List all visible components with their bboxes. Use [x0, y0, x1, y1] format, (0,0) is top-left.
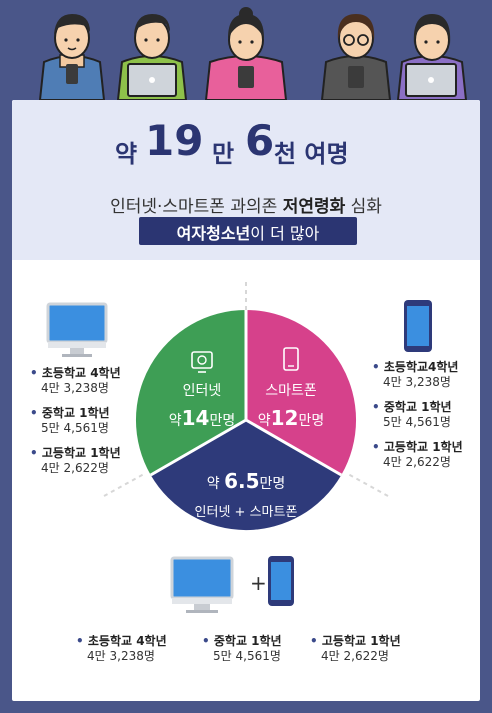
- subtitle: 인터넷·스마트폰 과의존 저연령화 심화: [12, 192, 480, 217]
- bottom-monitor-icon: [170, 556, 234, 613]
- person-1: [38, 14, 106, 101]
- guide-line-left: [103, 473, 145, 497]
- internet-number: 14: [182, 406, 210, 430]
- smartphone-unit: 만명: [298, 413, 324, 429]
- subtitle-bold: 저연령화: [282, 197, 346, 217]
- both-unit: 만명: [260, 476, 286, 492]
- internet-groups: • 초등학교 4학년 4만 3,238명 • 중학교 1학년 5만 4,561명 •…: [30, 366, 121, 476]
- highlight-banner: 여자청소년이 더 많아: [139, 217, 357, 245]
- headline-number-2: 6: [245, 116, 275, 165]
- smartphone-prefix: 약: [258, 413, 271, 429]
- internet-group-2: • 중학교 1학년 5만 4,561명: [30, 406, 110, 435]
- highlight-text: 여자청소년이 더 많아: [139, 220, 357, 244]
- both-value: 약 6.5만명: [207, 469, 286, 493]
- smartphone-icon: [283, 347, 299, 371]
- headline-suffix: 천 여명: [274, 140, 349, 168]
- smartphone-group-3: • 고등학교 1학년 4만 2,622명: [372, 440, 463, 469]
- smartphone-groups: • 초등학교4학년 4만 3,238명 • 중학교 1학년 5만 4,561명 • …: [372, 360, 463, 470]
- bottom-phone-icon: [268, 556, 294, 606]
- subtitle-part-1: 인터넷·스마트폰 과의존: [110, 197, 283, 217]
- monitor-icon: [46, 302, 108, 357]
- top-illustration: [0, 0, 492, 101]
- person-4: [320, 14, 392, 101]
- headline-unit-1: 만: [212, 140, 235, 168]
- person-3: [204, 7, 288, 101]
- guide-line-right: [347, 473, 389, 497]
- both-group-3: • 고등학교 1학년 4만 2,622명: [310, 634, 401, 663]
- headline-prefix: 약: [115, 140, 138, 168]
- headline-panel: 약 19 만 6 천 여명 인터넷·스마트폰 과의존 저연령화 심화 여자청소년…: [12, 100, 480, 260]
- person-2: [116, 14, 188, 101]
- smartphone-number: 12: [271, 406, 299, 430]
- phone-icon: [404, 300, 432, 352]
- internet-value: 약14만명: [169, 406, 236, 430]
- smartphone-group-1: • 초등학교4학년 4만 3,238명: [372, 360, 459, 389]
- internet-unit: 만명: [209, 413, 235, 429]
- smartphone-value: 약12만명: [258, 406, 325, 430]
- smartphone-group-2: • 중학교 1학년 5만 4,561명: [372, 400, 452, 429]
- subtitle-part-2: 심화: [345, 197, 382, 217]
- internet-icon: [191, 351, 213, 373]
- content-card: 약 19 만 6 천 여명 인터넷·스마트폰 과의존 저연령화 심화 여자청소년…: [12, 100, 480, 701]
- internet-group-1: • 초등학교 4학년 4만 3,238명: [30, 366, 121, 395]
- internet-label: 인터넷: [183, 383, 222, 399]
- both-label: 인터넷 + 스마트폰: [195, 505, 298, 520]
- both-group-2: • 중학교 1학년 5만 4,561명: [202, 634, 282, 663]
- person-5: [396, 14, 468, 101]
- highlight-bold: 여자청소년: [176, 224, 251, 243]
- both-group-1: • 초등학교 4학년 4만 3,238명: [76, 634, 167, 663]
- pie-diagram: 인터넷 약14만명 스마트폰 약12만명 약 6.5만명 인터넷 + 스마트폰: [46, 282, 432, 613]
- internet-group-3: • 고등학교 1학년 4만 2,622명: [30, 446, 121, 475]
- both-number: 6.5: [224, 469, 259, 493]
- people-illustration: [38, 7, 468, 101]
- pie-slice-smartphone: [246, 310, 357, 475]
- both-prefix: 약: [207, 476, 220, 492]
- plus-sign: +: [250, 571, 267, 595]
- pie-slice-internet: [135, 310, 246, 475]
- highlight-rest: 이 더 많아: [250, 224, 320, 243]
- internet-prefix: 약: [169, 413, 182, 429]
- headline-number-1: 19: [145, 116, 204, 165]
- smartphone-label: 스마트폰: [265, 383, 317, 399]
